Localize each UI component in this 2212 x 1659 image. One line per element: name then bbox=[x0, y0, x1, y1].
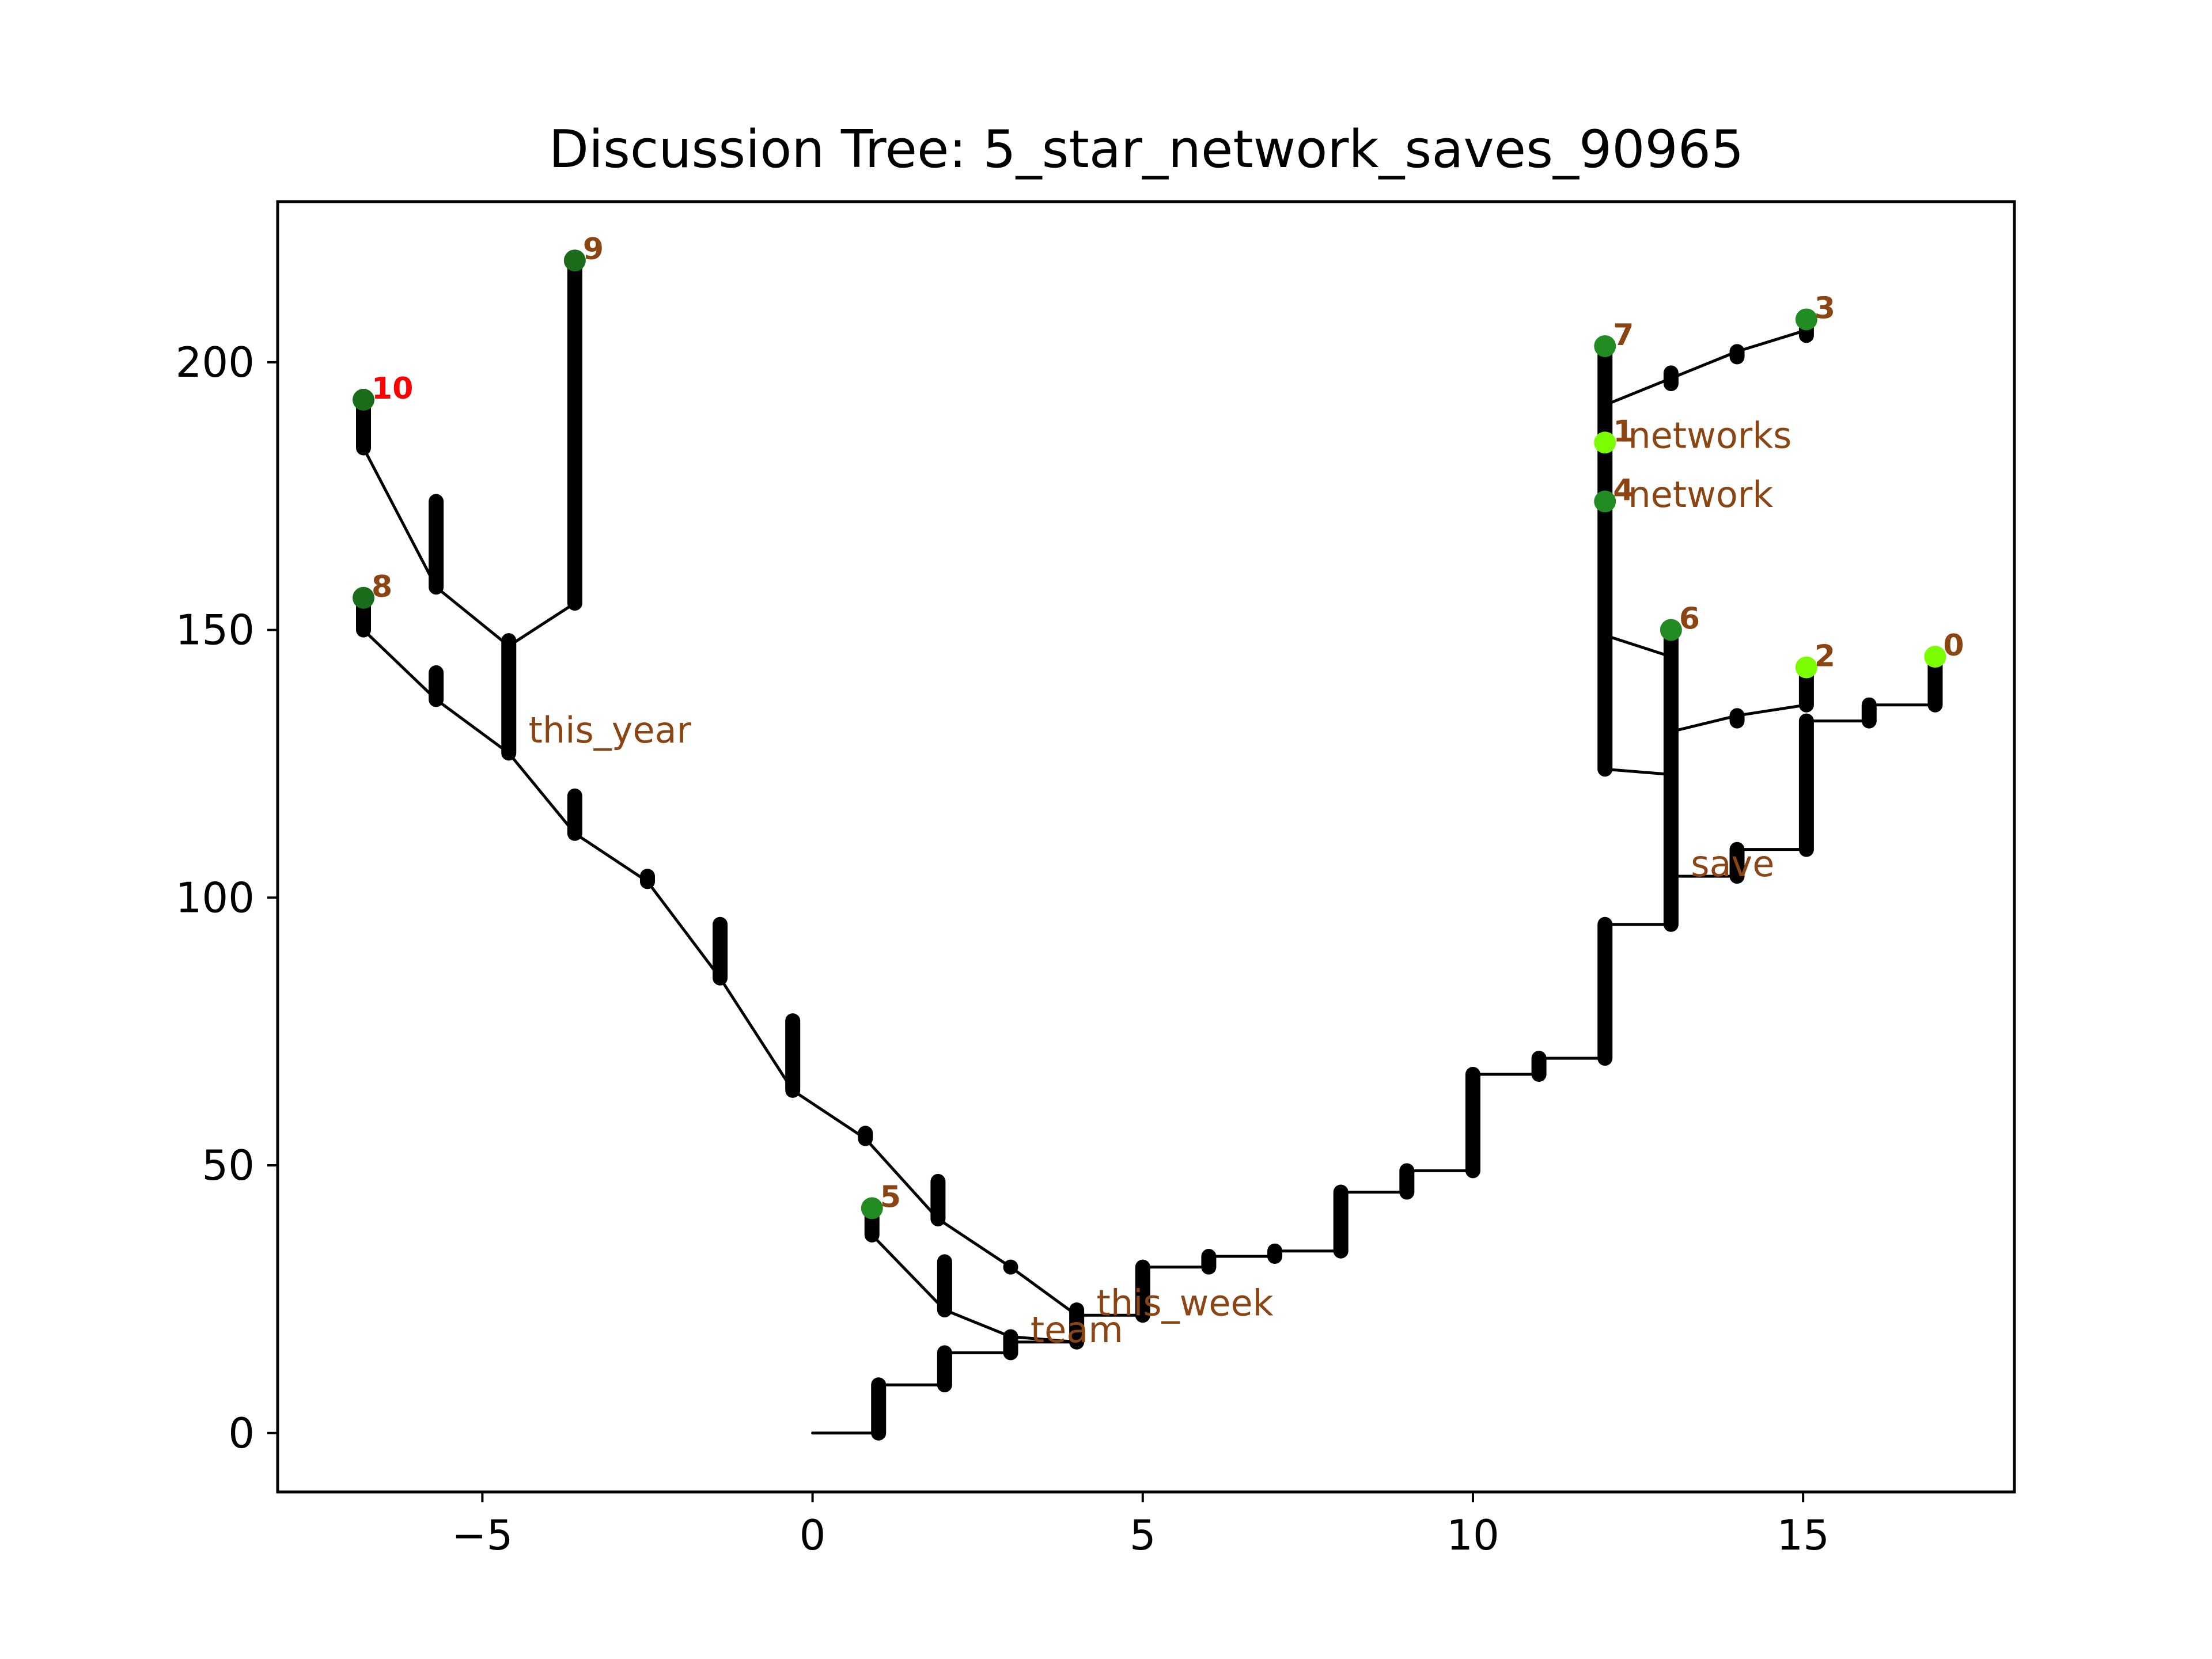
x-tick-label: −5 bbox=[452, 1511, 513, 1559]
tree-edge bbox=[1009, 1335, 1078, 1344]
leaf-node-marker bbox=[1924, 646, 1946, 668]
tree-edge bbox=[791, 1089, 867, 1141]
keyword-annotation: this_year bbox=[529, 709, 692, 751]
tree-edge bbox=[1736, 328, 1808, 353]
tree-edge bbox=[936, 1217, 1012, 1269]
leaf-node-marker bbox=[1594, 431, 1616, 454]
y-tick-label: 100 bbox=[176, 873, 255, 922]
tree-edge bbox=[1603, 767, 1673, 777]
y-tick-label: 200 bbox=[176, 338, 255, 387]
tree-edge bbox=[1669, 714, 1739, 733]
leaf-node-label: 0 bbox=[1943, 628, 1964, 663]
y-tick-label: 50 bbox=[202, 1141, 255, 1190]
leaf-node-label: 3 bbox=[1815, 291, 1835, 325]
tree-edge bbox=[943, 1308, 1012, 1338]
tree-edge bbox=[362, 628, 438, 701]
leaf-node-label: 9 bbox=[583, 232, 604, 267]
tree-edge bbox=[362, 446, 438, 589]
leaf-node-marker bbox=[1594, 490, 1616, 513]
leaf-node-label: 4 bbox=[1613, 473, 1634, 507]
x-tick-label: 15 bbox=[1777, 1511, 1830, 1559]
tree-edge bbox=[434, 585, 510, 647]
leaf-node-label: 8 bbox=[372, 570, 392, 604]
tree-edge bbox=[718, 976, 794, 1092]
x-tick-label: 0 bbox=[800, 1511, 826, 1559]
tree-edge bbox=[870, 1233, 946, 1312]
leaf-node-marker bbox=[563, 249, 586, 272]
y-tick-label: 150 bbox=[176, 606, 255, 654]
tree-edge bbox=[507, 601, 577, 647]
tree-edge bbox=[1603, 377, 1673, 407]
keyword-annotation: team bbox=[1031, 1309, 1123, 1351]
tree-edge bbox=[507, 751, 577, 835]
tree-edge bbox=[573, 832, 649, 883]
keyword-annotation: network bbox=[1628, 474, 1773, 516]
leaf-node-label: 1 bbox=[1613, 414, 1634, 449]
leaf-node-marker bbox=[353, 586, 375, 609]
tree-edge bbox=[1669, 350, 1739, 380]
chart-title: Discussion Tree: 5_star_network_saves_90… bbox=[549, 119, 1744, 180]
keyword-annotation: this_week bbox=[1097, 1282, 1274, 1324]
plot-frame bbox=[276, 200, 2016, 1494]
leaf-node-marker bbox=[1795, 656, 1817, 679]
leaf-node-marker bbox=[353, 388, 375, 411]
leaf-node-label: 7 bbox=[1613, 318, 1634, 353]
y-tick-label: 0 bbox=[228, 1409, 255, 1457]
tree-edge bbox=[434, 698, 510, 755]
tree-edge bbox=[1009, 1266, 1078, 1317]
leaf-node-marker bbox=[1594, 335, 1616, 357]
keyword-annotation: save bbox=[1691, 843, 1774, 885]
x-tick-label: 10 bbox=[1446, 1511, 1499, 1559]
leaf-node-label: 10 bbox=[372, 372, 413, 406]
tree-edge bbox=[1603, 634, 1673, 658]
leaf-node-label: 5 bbox=[880, 1180, 901, 1214]
leaf-node-marker bbox=[1795, 308, 1817, 331]
leaf-node-label: 6 bbox=[1679, 602, 1700, 637]
leaf-node-marker bbox=[861, 1197, 883, 1219]
x-tick-label: 5 bbox=[1130, 1511, 1156, 1559]
tree-edge bbox=[1736, 703, 1808, 717]
tree-edge bbox=[863, 1137, 940, 1221]
leaf-node-marker bbox=[1660, 619, 1682, 641]
keyword-annotation: networks bbox=[1628, 415, 1791, 457]
leaf-node-label: 2 bbox=[1815, 639, 1835, 674]
tree-edge bbox=[646, 880, 722, 980]
